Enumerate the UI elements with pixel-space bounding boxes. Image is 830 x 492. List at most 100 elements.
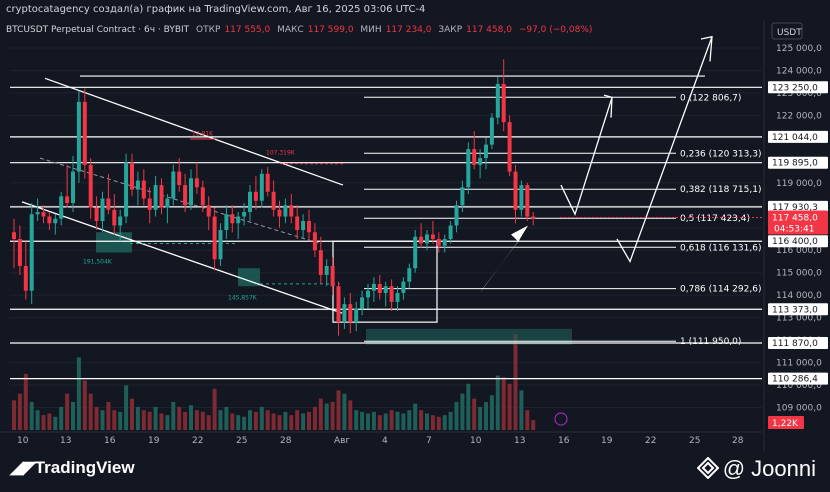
volume-bar — [41, 415, 46, 430]
candle-body — [301, 221, 306, 230]
candle-body — [484, 144, 488, 159]
bullish-arrow — [480, 225, 528, 293]
volume-bar — [147, 411, 152, 430]
level-price-tag — [768, 372, 828, 385]
price-chart[interactable]: 0 (122 806,7) 0,236 (120 313,3) 0,382 (118… — [0, 0, 830, 452]
volume-bar — [47, 413, 52, 430]
volume-bar — [183, 411, 188, 430]
volume-bar — [312, 406, 317, 430]
volume-bar — [112, 410, 117, 430]
candle-body — [71, 171, 75, 204]
candle-body — [531, 216, 536, 219]
volume-bar — [460, 393, 465, 430]
candle-body — [513, 171, 518, 210]
candle-body — [448, 225, 453, 239]
volume-bar — [324, 403, 329, 430]
volume-bar — [283, 411, 288, 430]
time-tick-label: 10 — [470, 436, 482, 446]
volume-bar — [360, 411, 365, 430]
channel-mid-line — [39, 157, 321, 244]
candle-body — [277, 209, 282, 217]
candle-body — [324, 265, 329, 275]
volume-bar — [141, 410, 146, 430]
candle-body — [242, 212, 247, 217]
symbol-name[interactable]: BTCUSDT Perpetual Contract · 6ч · BYBIT — [6, 25, 190, 35]
candle-body — [436, 238, 441, 246]
close-label: ЗАКР — [438, 25, 463, 35]
candle-body — [507, 122, 512, 172]
symbol-info-bar: BTCUSDT Perpetual Contract · 6ч · BYBIT … — [6, 25, 596, 35]
candle-body — [218, 230, 223, 260]
candle-body — [454, 205, 459, 226]
level-price-tag — [768, 200, 828, 213]
volume-bar — [100, 410, 105, 430]
volume-bar — [413, 403, 418, 430]
candle-body — [29, 214, 34, 291]
volume-bar — [407, 410, 412, 430]
candle-body — [389, 286, 394, 302]
level-price-tag — [768, 156, 828, 169]
candle-body — [295, 216, 300, 230]
current-price-text: 117 458,0 — [772, 213, 818, 223]
level-price-tag-text: 116 400,0 — [772, 237, 818, 247]
candle-body — [478, 158, 483, 165]
time-tick-label: 25 — [689, 436, 700, 446]
currency-label: USDT — [777, 28, 802, 38]
price-tick-label: 123 000,0 — [776, 89, 822, 99]
candle-body — [401, 281, 406, 293]
volume-bar — [106, 401, 111, 430]
annotation-label: 191,504K — [83, 259, 113, 266]
candle-body — [377, 283, 382, 293]
candle-body — [360, 297, 365, 309]
annotation-label: 12,81K — [192, 131, 214, 138]
open-label: ОТКР — [196, 25, 221, 35]
candle-body — [106, 198, 111, 210]
volume-bar — [466, 383, 471, 430]
volume-bar — [371, 411, 376, 430]
candle-body — [318, 250, 323, 275]
tradingview-brand[interactable]: ◢◤ TradingView — [10, 458, 135, 478]
channel-top-line — [44, 77, 344, 186]
candle-body — [525, 185, 530, 217]
time-tick-label: 19 — [601, 436, 613, 446]
candle-body — [312, 232, 317, 251]
volume-bar — [189, 405, 193, 430]
fib-level-label: 0,786 (114 292,6) — [680, 285, 761, 295]
time-tick-label: 13 — [514, 436, 525, 446]
candle-body — [82, 101, 87, 165]
candle-body — [501, 83, 506, 123]
volume-bar — [17, 393, 22, 430]
candle-body — [12, 232, 16, 239]
volume-bar — [242, 416, 247, 430]
demand-zone — [238, 268, 260, 287]
author-name: @ Joonni — [722, 456, 816, 481]
volume-bar — [395, 411, 400, 430]
event-marker-icon — [554, 412, 568, 426]
candle-body — [430, 234, 435, 239]
candle-body — [354, 308, 359, 323]
volume-bar — [177, 406, 182, 430]
volume-bar — [23, 373, 28, 430]
candle-body — [23, 265, 28, 291]
candle-body — [194, 178, 199, 188]
fib-level-label: 0,236 (120 313,3) — [680, 149, 761, 159]
candle-body — [147, 198, 152, 210]
candle-body — [200, 187, 205, 206]
candle-body — [130, 162, 134, 190]
candle-body — [65, 196, 70, 204]
volume-bar — [230, 413, 235, 430]
volume-bar — [295, 410, 300, 430]
author-tag: @ Joonni — [696, 456, 816, 482]
volume-bar — [88, 393, 93, 430]
candle-body — [177, 171, 182, 186]
time-tick-label: 10 — [17, 436, 29, 446]
candle-body — [489, 117, 494, 145]
annotation-label: 107,319K — [266, 150, 296, 157]
volume-bar — [366, 413, 370, 430]
candle-body — [124, 162, 129, 217]
candle-body — [495, 83, 500, 118]
time-tick-label: 19 — [148, 436, 160, 446]
volume-bar — [224, 406, 229, 430]
volume-bar — [425, 413, 429, 430]
volume-bar — [472, 398, 477, 430]
